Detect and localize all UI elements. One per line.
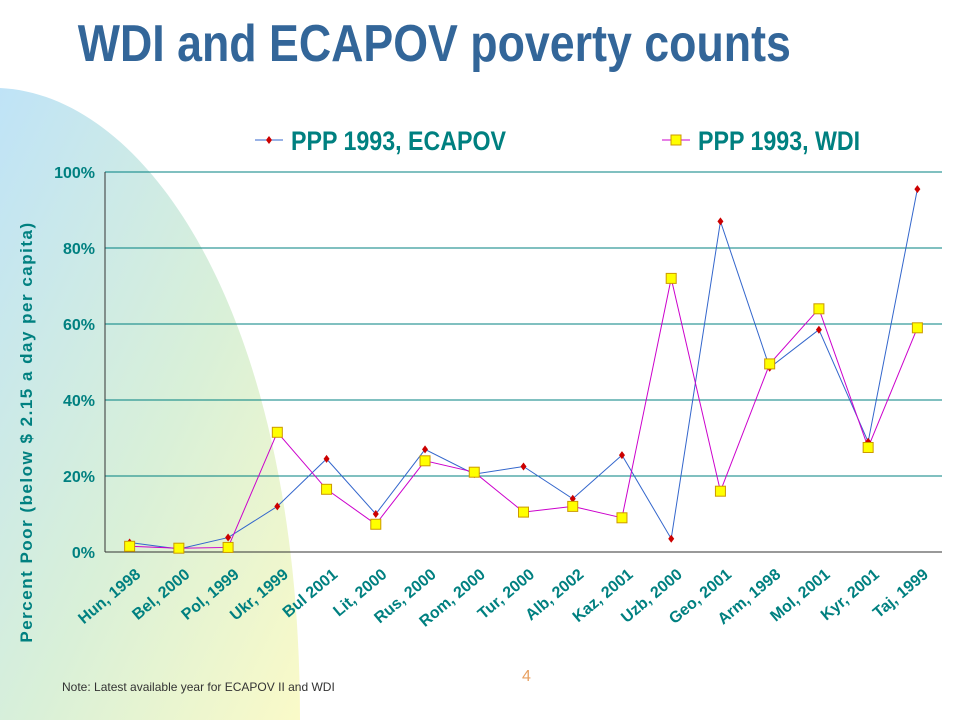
data-point-ecapov: [422, 445, 429, 454]
data-point-ecapov: [323, 454, 330, 463]
series-line: [129, 189, 918, 550]
data-point-wdi: [468, 466, 480, 478]
y-tick-label: 60%: [63, 317, 95, 334]
data-point-wdi: [665, 272, 677, 284]
data-point-wdi: [518, 506, 529, 518]
data-point-ecapov: [668, 534, 675, 543]
footnote: Note: Latest available year for ECAPOV I…: [62, 680, 335, 694]
legend-marker-wdi: [670, 134, 682, 146]
data-point-ecapov: [274, 502, 281, 511]
decorative-curve-shape: [0, 88, 300, 720]
data-point-wdi: [271, 426, 283, 438]
data-point-ecapov: [225, 533, 232, 542]
data-point-ecapov: [914, 185, 921, 194]
y-tick-label: 100%: [54, 165, 95, 182]
legend-marker-ecapov: [266, 136, 272, 144]
x-tick-label: Taj, 1999: [870, 566, 932, 622]
y-tick-label: 40%: [63, 393, 95, 410]
y-tick-label: 0%: [72, 545, 95, 562]
data-point-wdi: [370, 518, 382, 530]
data-point-ecapov: [618, 451, 625, 460]
x-tick-label: Bul 2001: [280, 566, 341, 621]
x-tick-label: Hun, 1998: [75, 566, 144, 628]
data-point-wdi: [911, 322, 923, 334]
y-tick-label: 80%: [63, 241, 95, 258]
data-point-wdi: [567, 500, 579, 512]
data-point-wdi: [714, 485, 726, 497]
data-point-ecapov: [815, 325, 822, 334]
data-point-ecapov: [569, 494, 576, 503]
page-number: 4: [522, 668, 531, 685]
legend-label: PPP 1993, ECAPOV: [291, 126, 506, 156]
data-point-wdi: [124, 540, 136, 552]
data-point-wdi: [764, 358, 776, 370]
data-point-ecapov: [372, 510, 379, 518]
data-point-wdi: [222, 541, 234, 553]
y-tick-label: 20%: [63, 469, 95, 486]
data-point-wdi: [419, 455, 431, 467]
legend-label: PPP 1993, WDI: [698, 126, 860, 156]
data-point-wdi: [321, 483, 333, 495]
data-point-wdi: [616, 512, 628, 524]
slide-title: WDI and ECAPOV poverty counts: [77, 15, 791, 73]
y-axis-label: Percent Poor (below $ 2.15 a day per cap…: [17, 221, 36, 642]
data-point-ecapov: [520, 462, 527, 471]
data-point-wdi: [813, 303, 825, 315]
data-point-ecapov: [717, 217, 724, 226]
data-point-wdi: [862, 442, 874, 453]
data-point-wdi: [173, 542, 185, 554]
